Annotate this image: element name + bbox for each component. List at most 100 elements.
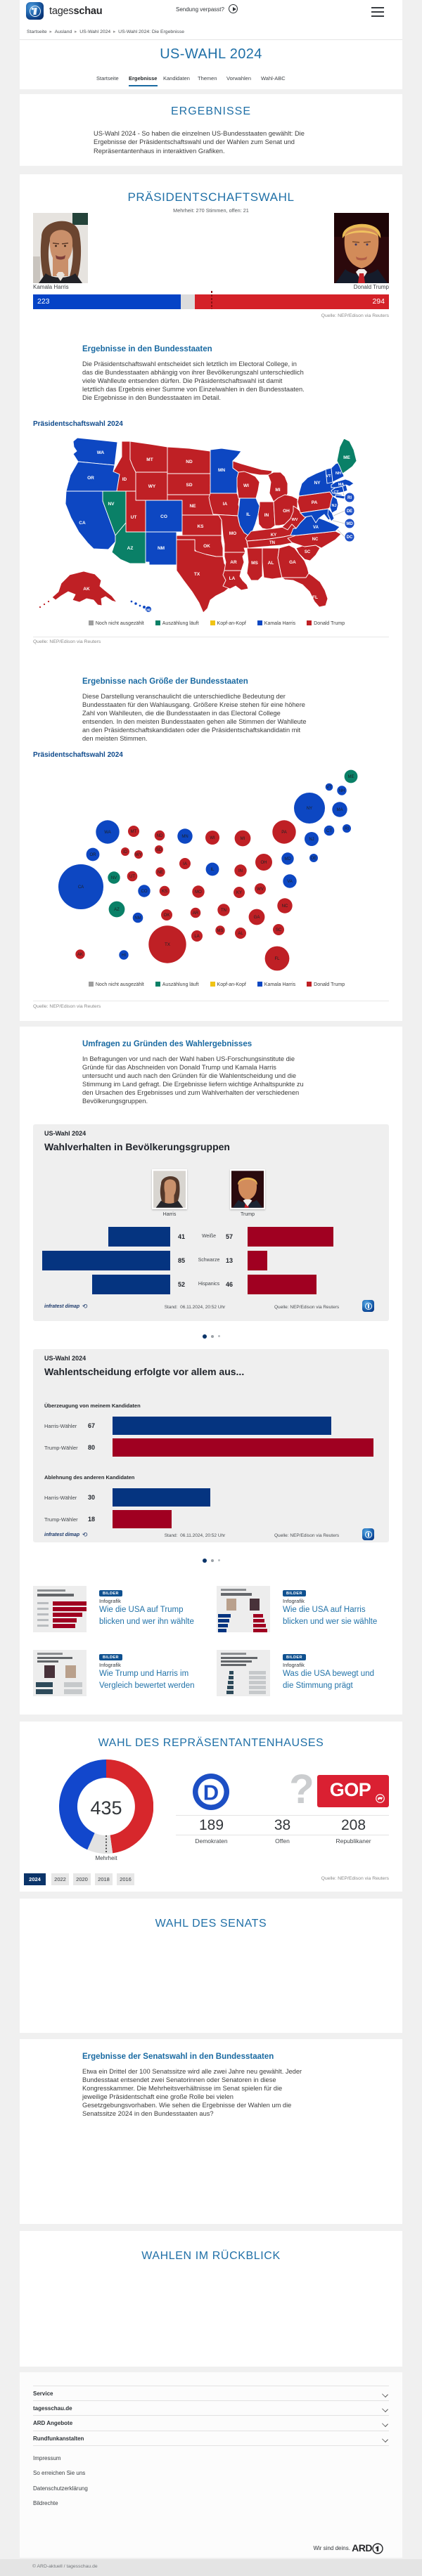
svg-text:SC: SC [276, 928, 282, 932]
svg-text:MN: MN [181, 835, 188, 839]
svg-text:NH: NH [339, 789, 345, 793]
svg-text:MO: MO [229, 531, 236, 536]
svg-text:CT: CT [326, 829, 332, 833]
svg-text:SC: SC [305, 550, 311, 554]
svg-text:ID: ID [122, 477, 127, 482]
svg-text:MI: MI [241, 837, 245, 841]
svg-text:AR: AR [193, 911, 199, 916]
svg-text:MT: MT [146, 457, 153, 462]
svg-text:DE: DE [311, 857, 316, 861]
svg-text:AZ: AZ [114, 908, 120, 912]
svg-text:WY: WY [148, 484, 156, 489]
svg-text:IN: IN [264, 513, 269, 518]
svg-text:CO: CO [141, 890, 148, 894]
svg-text:TX: TX [194, 572, 200, 577]
svg-text:NE: NE [189, 504, 196, 509]
svg-text:LA: LA [194, 935, 199, 939]
svg-text:D: D [203, 1781, 219, 1805]
svg-text:HI: HI [122, 954, 126, 958]
svg-text:MT: MT [131, 830, 137, 834]
svg-text:HI: HI [146, 609, 151, 613]
svg-text:DE: DE [347, 509, 352, 514]
svg-text:AK: AK [83, 587, 90, 592]
svg-text:CA: CA [79, 521, 86, 526]
svg-text:DC: DC [347, 535, 353, 540]
svg-text:NY: NY [314, 481, 321, 486]
svg-text:FL: FL [312, 595, 318, 600]
svg-text:IN: IN [238, 869, 243, 873]
svg-text:OH: OH [261, 861, 267, 865]
svg-text:KY: KY [271, 533, 276, 538]
svg-text:MD: MD [284, 857, 291, 861]
svg-text:KS: KS [197, 524, 204, 529]
svg-text:IA: IA [223, 502, 228, 507]
svg-text:KY: KY [236, 891, 242, 895]
svg-text:NJ: NJ [331, 504, 336, 508]
svg-text:CT: CT [333, 490, 339, 495]
svg-text:UT: UT [129, 875, 135, 879]
svg-text:MI: MI [275, 488, 280, 493]
svg-text:SD: SD [186, 483, 192, 488]
svg-text:ND: ND [157, 834, 163, 838]
svg-text:VT: VT [326, 474, 331, 479]
svg-text:NY: NY [307, 807, 312, 811]
svg-text:GA: GA [289, 560, 296, 565]
svg-text:GA: GA [254, 916, 260, 920]
svg-text:OR: OR [90, 853, 97, 857]
svg-text:PA: PA [281, 831, 287, 835]
svg-text:AL: AL [268, 561, 274, 566]
svg-text:UT: UT [131, 515, 137, 520]
svg-text:NV: NV [111, 876, 117, 880]
svg-text:TN: TN [221, 909, 226, 913]
svg-text:OK: OK [203, 544, 210, 549]
svg-text:MO: MO [195, 890, 202, 895]
svg-text:MN: MN [218, 468, 225, 473]
svg-text:MS: MS [251, 561, 258, 566]
svg-text:WV: WV [292, 518, 298, 522]
svg-text:OR: OR [87, 476, 94, 481]
svg-text:NJ: NJ [309, 838, 314, 842]
svg-text:OK: OK [164, 913, 170, 918]
svg-text:ME: ME [343, 455, 350, 460]
svg-text:CO: CO [160, 514, 167, 519]
svg-text:IL: IL [246, 512, 250, 517]
svg-text:VA: VA [287, 880, 293, 884]
svg-text:NH: NH [335, 471, 341, 476]
svg-text:ME: ME [348, 775, 354, 779]
svg-text:SD: SD [156, 848, 162, 852]
svg-text:IA: IA [183, 862, 187, 866]
svg-text:WV: WV [257, 887, 264, 892]
svg-text:MD: MD [346, 522, 353, 526]
svg-text:WA: WA [97, 450, 105, 455]
svg-text:AR: AR [230, 560, 237, 565]
svg-text:AL: AL [238, 932, 243, 936]
svg-text:IL: IL [210, 868, 215, 872]
svg-text:TN: TN [269, 541, 275, 545]
svg-text:FL: FL [274, 957, 280, 961]
svg-text:NC: NC [312, 538, 319, 542]
svg-text:KS: KS [162, 890, 167, 894]
svg-text:MS: MS [217, 929, 224, 933]
svg-text:NM: NM [158, 546, 165, 551]
svg-text:WY: WY [135, 853, 142, 857]
svg-text:AZ: AZ [127, 546, 134, 551]
svg-text:RI: RI [345, 827, 349, 831]
svg-text:WA: WA [104, 831, 110, 835]
svg-text:MA: MA [337, 808, 343, 812]
svg-text:WI: WI [210, 836, 215, 840]
svg-text:NV: NV [108, 502, 115, 507]
svg-text:RI: RI [347, 496, 352, 500]
svg-text:OH: OH [283, 509, 290, 514]
svg-text:VA: VA [313, 526, 319, 530]
svg-text:TX: TX [165, 943, 170, 947]
svg-text:LA: LA [229, 576, 236, 581]
svg-text:NM: NM [134, 916, 141, 921]
svg-text:NC: NC [282, 904, 288, 909]
svg-text:MA: MA [338, 483, 345, 487]
svg-text:NE: NE [158, 871, 163, 875]
svg-text:ID: ID [123, 850, 128, 854]
svg-text:PA: PA [312, 500, 318, 505]
svg-text:AK: AK [77, 953, 83, 957]
svg-text:CA: CA [78, 885, 84, 890]
svg-text:VT: VT [326, 786, 332, 790]
